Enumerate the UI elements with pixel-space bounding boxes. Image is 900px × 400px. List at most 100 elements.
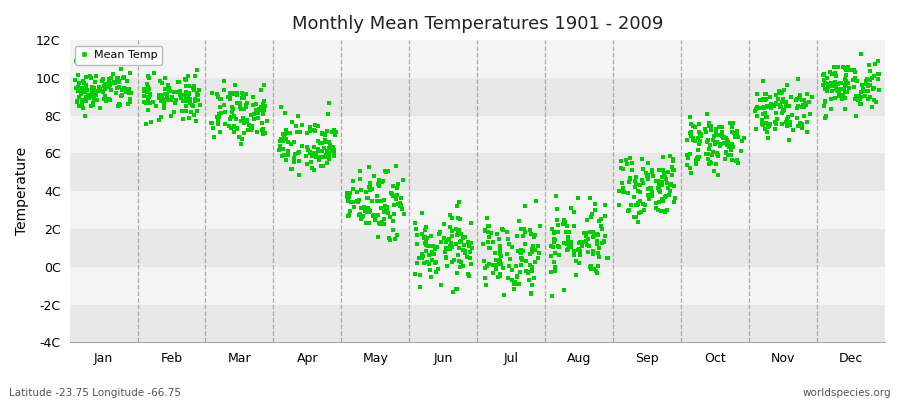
Point	[505, 276, 519, 283]
Point	[698, 128, 713, 135]
Point	[525, 282, 539, 288]
Point	[514, 246, 528, 253]
Point	[861, 87, 876, 94]
Point	[176, 116, 191, 122]
Point	[569, 258, 583, 264]
Point	[790, 96, 805, 102]
Point	[392, 203, 407, 210]
Point	[325, 128, 339, 135]
Point	[217, 78, 231, 84]
Point	[436, 235, 451, 242]
Point	[254, 86, 268, 93]
Point	[168, 97, 183, 103]
Point	[272, 147, 286, 153]
Point	[276, 136, 291, 142]
Point	[577, 229, 591, 236]
Point	[363, 182, 377, 189]
Point	[98, 92, 112, 99]
Point	[760, 124, 775, 130]
Point	[527, 247, 542, 253]
Point	[623, 155, 637, 162]
Point	[692, 129, 706, 135]
Point	[428, 246, 442, 252]
Point	[379, 208, 393, 214]
Point	[582, 242, 597, 249]
Point	[635, 165, 650, 172]
Point	[756, 78, 770, 84]
Point	[564, 204, 579, 211]
Point	[74, 90, 88, 97]
Point	[181, 94, 195, 101]
Point	[223, 96, 238, 102]
Point	[665, 171, 680, 178]
Point	[316, 131, 330, 137]
Point	[454, 238, 469, 244]
Point	[686, 122, 700, 129]
Point	[653, 208, 668, 214]
Point	[451, 215, 465, 222]
Point	[281, 148, 295, 154]
Point	[315, 131, 329, 137]
Point	[159, 91, 174, 97]
Point	[239, 100, 254, 106]
Point	[767, 103, 781, 110]
Point	[597, 238, 611, 244]
Point	[796, 102, 810, 108]
Point	[325, 144, 339, 150]
Point	[831, 88, 845, 94]
Point	[164, 97, 178, 104]
Point	[784, 93, 798, 100]
Point	[210, 113, 224, 120]
Point	[524, 230, 538, 237]
Point	[861, 83, 876, 90]
Point	[719, 137, 733, 143]
Point	[594, 216, 608, 222]
Point	[282, 130, 296, 136]
Point	[68, 77, 83, 83]
Point	[305, 153, 320, 159]
Point	[529, 198, 544, 204]
Point	[86, 96, 101, 102]
Point	[79, 97, 94, 104]
Point	[730, 157, 744, 164]
Point	[527, 232, 542, 239]
Point	[627, 178, 642, 184]
Point	[821, 81, 835, 88]
Point	[614, 165, 628, 171]
Point	[491, 236, 506, 242]
Point	[375, 220, 390, 226]
Point	[187, 82, 202, 89]
Point	[89, 73, 104, 80]
Point	[693, 131, 707, 137]
Point	[361, 195, 375, 202]
Point	[388, 235, 402, 242]
Point	[711, 153, 725, 159]
Point	[109, 90, 123, 96]
Point	[795, 104, 809, 110]
Point	[284, 119, 299, 126]
Point	[724, 141, 739, 148]
Point	[115, 74, 130, 81]
Point	[573, 252, 588, 258]
Point	[727, 134, 742, 140]
Point	[239, 91, 254, 98]
Point	[322, 145, 337, 152]
Point	[346, 204, 361, 210]
Point	[562, 241, 576, 248]
Point	[708, 140, 723, 147]
Point	[651, 207, 665, 214]
Point	[144, 119, 158, 126]
Point	[547, 264, 562, 270]
Point	[754, 121, 769, 127]
Point	[86, 101, 100, 107]
Point	[680, 162, 694, 168]
Point	[412, 255, 427, 261]
Point	[871, 58, 886, 64]
Point	[307, 167, 321, 173]
Point	[166, 89, 181, 96]
Point	[322, 155, 337, 161]
Point	[826, 64, 841, 70]
Point	[492, 271, 507, 278]
Point	[415, 210, 429, 216]
Point	[173, 92, 187, 98]
